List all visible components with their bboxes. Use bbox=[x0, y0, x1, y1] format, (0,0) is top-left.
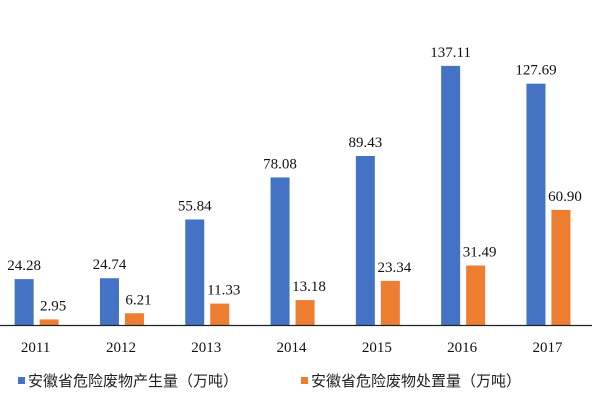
legend-label: 安徽省危险废物处置量（万吨） bbox=[311, 372, 521, 390]
data-label: 11.33 bbox=[207, 283, 240, 299]
data-label: 24.28 bbox=[7, 258, 41, 274]
data-label: 137.11 bbox=[430, 45, 471, 61]
legend-swatch bbox=[301, 377, 308, 384]
bar-production bbox=[14, 279, 34, 325]
bar-production bbox=[99, 278, 119, 325]
data-label: 78.08 bbox=[263, 156, 297, 172]
data-label: 89.43 bbox=[348, 135, 382, 151]
data-label: 55.84 bbox=[178, 198, 212, 214]
data-label: 127.69 bbox=[515, 63, 556, 79]
bar-production bbox=[526, 83, 546, 326]
data-label: 13.18 bbox=[292, 279, 326, 295]
x-tick-label: 2013 bbox=[191, 340, 221, 356]
data-label: 2.95 bbox=[40, 298, 66, 314]
bar-disposal bbox=[124, 313, 144, 325]
x-tick-label: 2012 bbox=[106, 340, 136, 356]
legend-label: 安徽省危险废物产生量（万吨） bbox=[28, 372, 238, 390]
bar-production bbox=[185, 219, 205, 325]
data-label: 24.74 bbox=[93, 257, 127, 273]
bar-disposal bbox=[295, 300, 315, 325]
data-label: 31.49 bbox=[463, 244, 497, 260]
data-label: 23.34 bbox=[377, 260, 411, 276]
x-tick-label: 2014 bbox=[277, 340, 308, 356]
bar-disposal bbox=[466, 265, 486, 325]
x-tick-label: 2015 bbox=[362, 340, 392, 356]
x-tick-label: 2016 bbox=[447, 340, 478, 356]
bar-production bbox=[441, 65, 461, 326]
bar-disposal bbox=[210, 303, 230, 325]
bar-disposal bbox=[380, 280, 400, 325]
data-label: 60.90 bbox=[548, 189, 582, 205]
bar-disposal bbox=[551, 209, 571, 325]
data-label: 6.21 bbox=[125, 292, 151, 308]
x-tick-label: 2011 bbox=[21, 340, 50, 356]
bar-production bbox=[355, 155, 375, 325]
x-tick-label: 2017 bbox=[532, 340, 563, 356]
bar-production bbox=[270, 177, 290, 325]
legend-swatch bbox=[18, 377, 25, 384]
bar-disposal bbox=[39, 319, 59, 325]
